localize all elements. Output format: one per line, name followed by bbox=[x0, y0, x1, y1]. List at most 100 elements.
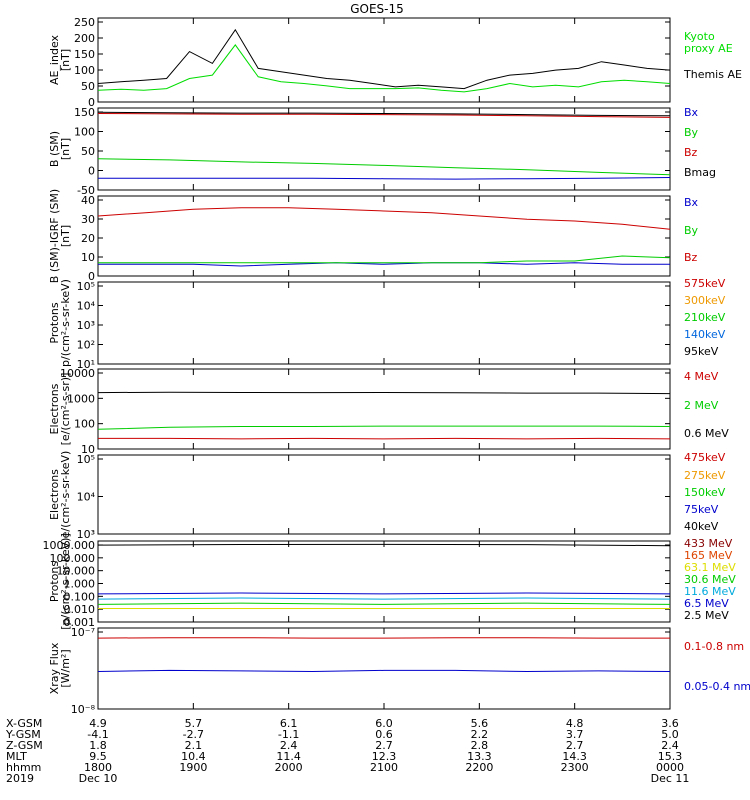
legend-line: 2.5 MeV bbox=[684, 609, 729, 622]
y-axis-label: [W/m²] bbox=[59, 649, 72, 687]
panel-frame bbox=[97, 281, 671, 365]
y-tick-label: 1000.000 bbox=[43, 539, 96, 552]
legend-entry: 300keV bbox=[684, 294, 726, 307]
ephemeris-row-label: Y-GSM bbox=[5, 728, 41, 741]
series-line bbox=[98, 255, 671, 264]
ephemeris-cell: 5.7 bbox=[185, 717, 203, 730]
y-axis-label: e/(cm²-s-sr-keV) bbox=[59, 451, 72, 539]
legend-entry: 2.5 MeV bbox=[684, 609, 729, 622]
y-axis-label: Protons bbox=[48, 302, 61, 343]
ephemeris-cell: 3.7 bbox=[566, 728, 584, 741]
ephemeris-cell: 2.2 bbox=[471, 728, 489, 741]
legend-line: 30.6 MeV bbox=[684, 573, 736, 586]
ephemeris-cell: 12.3 bbox=[372, 750, 397, 763]
legend-entry: Kyoto proxy AE bbox=[684, 30, 733, 55]
y-tick-label: 10.000 bbox=[57, 565, 96, 578]
legend-entry: 433 MeV bbox=[684, 537, 733, 550]
legend-line: 165 MeV bbox=[684, 549, 733, 562]
legend-line: 140keV bbox=[684, 328, 726, 341]
y-tick-label: 10⁻⁸ bbox=[71, 703, 96, 716]
legend-entry: 475keV bbox=[684, 451, 726, 464]
legend-entry: Bz bbox=[684, 146, 698, 159]
legend-entry: By bbox=[684, 126, 699, 139]
legend-entry: 0.6 MeV bbox=[684, 427, 729, 440]
legend-entry: 0.05-0.4 nm bbox=[684, 680, 750, 693]
legend-entry: 30.6 MeV bbox=[684, 573, 736, 586]
legend-entry: Themis AE bbox=[683, 68, 742, 81]
legend-line: By bbox=[684, 224, 699, 237]
ephemeris-cell: 2100 bbox=[370, 761, 398, 774]
y-tick-label: 1.000 bbox=[64, 578, 96, 591]
series-line bbox=[97, 543, 671, 547]
y-axis-label: B (SM)-IGRF (SM) bbox=[48, 189, 61, 283]
panel-frame bbox=[97, 107, 671, 191]
legend-line: Bx bbox=[684, 196, 699, 209]
ephemeris-cell: 0.6 bbox=[375, 728, 393, 741]
panel-frame bbox=[97, 627, 671, 710]
y-axis-label: [p/(cm²-s-sr-keV)] bbox=[59, 533, 72, 630]
y-axis-label: AE_index bbox=[48, 34, 61, 85]
panel-3: 40 30 20 10 0 B (SM)-IGRF (SM)[nT] Bx By Bz bbox=[48, 189, 699, 283]
ephemeris-cell: Dec 10 bbox=[79, 772, 118, 785]
legend-line: Bz bbox=[684, 251, 698, 264]
ephemeris-cell: 2.7 bbox=[566, 739, 584, 752]
legend-line: Bz bbox=[684, 146, 698, 159]
ephemeris-row-label: hhmm bbox=[6, 761, 41, 774]
series-line bbox=[97, 207, 671, 230]
y-tick-label: 10 bbox=[81, 251, 95, 264]
y-tick-label: 150 bbox=[74, 48, 95, 61]
legend-entry: 95keV bbox=[684, 345, 719, 358]
y-tick-label: 10¹ bbox=[77, 358, 95, 371]
legend-line: 95keV bbox=[684, 345, 719, 358]
legend-line: 0.6 MeV bbox=[684, 427, 729, 440]
panel-2: 150 100 50 0 -50 B (SM)[nT] Bx By Bz Bmag bbox=[48, 106, 716, 197]
series-line bbox=[97, 158, 671, 176]
legend-entry: 40keV bbox=[684, 520, 719, 533]
y-tick-label: -50 bbox=[77, 184, 95, 197]
y-axis-label: [e/(cm²-s-sr)] bbox=[59, 373, 72, 446]
ephemeris-cell: 15.3 bbox=[658, 750, 683, 763]
ephemeris-cell: 2200 bbox=[465, 761, 493, 774]
ephemeris-cell: 1900 bbox=[179, 761, 207, 774]
plot-title: GOES-15 bbox=[350, 2, 404, 16]
ephemeris-cell: 6.1 bbox=[280, 717, 298, 730]
series-line bbox=[97, 111, 671, 117]
legend-entry: 210keV bbox=[684, 311, 726, 324]
ephemeris-cell: 2300 bbox=[561, 761, 589, 774]
series-line bbox=[97, 602, 671, 605]
series-line bbox=[97, 425, 671, 430]
legend-entry: Bz bbox=[684, 251, 698, 264]
legend-line: 0.05-0.4 nm bbox=[684, 680, 750, 693]
ephemeris-cell: 1.8 bbox=[89, 739, 107, 752]
series-line bbox=[98, 177, 671, 180]
y-tick-label: 10⁵ bbox=[77, 280, 95, 293]
y-axis-label: [nT] bbox=[59, 225, 72, 247]
legend-line: 300keV bbox=[684, 294, 726, 307]
legend-line: Themis AE bbox=[683, 68, 742, 81]
y-tick-label: 20 bbox=[81, 232, 95, 245]
ephemeris-cell: 13.3 bbox=[467, 750, 492, 763]
ephemeris-row-label: X-GSM bbox=[6, 717, 42, 730]
legend-line: 575keV bbox=[684, 277, 726, 290]
legend-line: 150keV bbox=[684, 486, 726, 499]
y-tick-label: 10000 bbox=[60, 367, 95, 380]
y-tick-label: 250 bbox=[74, 16, 95, 29]
legend-entry: 63.1 MeV bbox=[684, 561, 736, 574]
ephemeris-cell: 2.8 bbox=[471, 739, 489, 752]
series-line bbox=[97, 592, 671, 595]
legend-line: 63.1 MeV bbox=[684, 561, 736, 574]
legend-line: 11.6 MeV bbox=[684, 585, 736, 598]
ephemeris-cell: 3.6 bbox=[661, 717, 679, 730]
panel-8: 10⁻⁷ 10⁻⁸ Xray Flux[W/m²] 0.1-0.8 nm 0.05-0.… bbox=[48, 626, 750, 716]
ephemeris-cell: 9.5 bbox=[89, 750, 107, 763]
y-tick-label: 0.100 bbox=[64, 590, 96, 603]
legend-line: Bx bbox=[684, 106, 699, 119]
y-tick-label: 10⁵ bbox=[77, 453, 95, 466]
panel-frame bbox=[97, 17, 671, 103]
panel-7: 1000.000100.00010.0001.0000.1000.0100.00… bbox=[43, 533, 737, 630]
panel-frame bbox=[97, 540, 671, 623]
legend-entry: 2 MeV bbox=[684, 399, 719, 412]
